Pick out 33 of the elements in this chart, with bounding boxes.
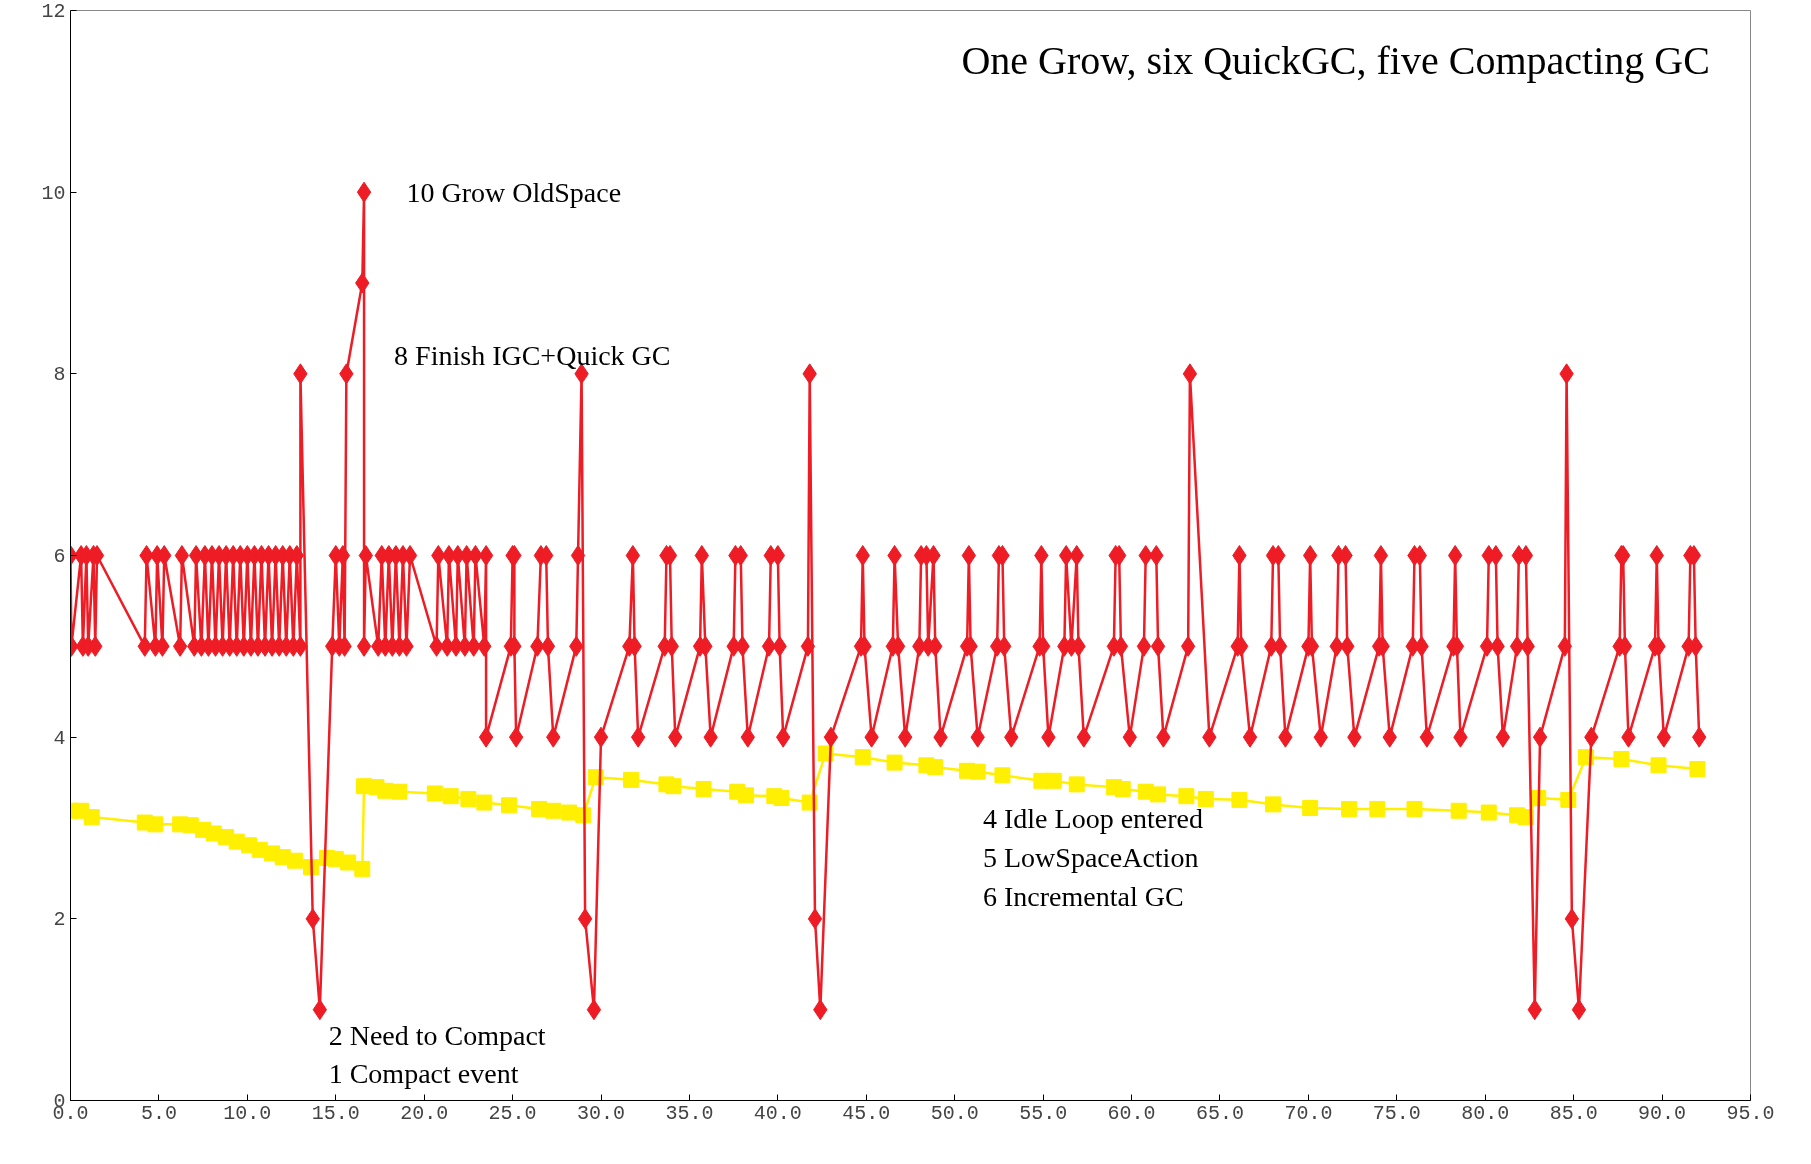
x-tick-label: 45.0 xyxy=(842,1101,891,1125)
y-tick-label: 6 xyxy=(53,545,66,568)
x-tick-label: 85.0 xyxy=(1549,1101,1598,1125)
x-tick-label: 25.0 xyxy=(488,1101,537,1125)
y-tick-label: 2 xyxy=(53,908,66,932)
annotation: 6 Incremental GC xyxy=(983,880,1184,912)
x-tick-label: 50.0 xyxy=(930,1101,979,1125)
annotation: 5 LowSpaceAction xyxy=(983,841,1199,873)
y-tick-label: 10 xyxy=(41,181,66,205)
x-tick-label: 95.0 xyxy=(1726,1101,1775,1125)
annotation: 10 Grow OldSpace xyxy=(406,176,622,208)
y-tick-label: 4 xyxy=(53,726,66,750)
x-tick-label: 75.0 xyxy=(1372,1101,1421,1125)
x-tick-label: 65.0 xyxy=(1195,1101,1244,1125)
x-tick-label: 10.0 xyxy=(223,1101,272,1125)
text: One Grow, six QuickGC, five Compacting GC xyxy=(961,37,1710,83)
x-tick-label: 30.0 xyxy=(577,1101,626,1125)
x-tick-label: 35.0 xyxy=(665,1101,714,1125)
x-tick-label: 5.0 xyxy=(140,1101,177,1125)
annotation: 4 Idle Loop entered xyxy=(983,803,1204,835)
x-tick-label: 70.0 xyxy=(1284,1101,1333,1125)
x-tick-label: 80.0 xyxy=(1461,1101,1510,1125)
y-tick-label: 12 xyxy=(41,0,66,23)
x-tick-label: 90.0 xyxy=(1638,1101,1687,1125)
x-tick-label: 20.0 xyxy=(400,1101,449,1125)
annotation: 8 Finish IGC+Quick GC xyxy=(394,340,671,372)
x-tick-label: 40.0 xyxy=(753,1101,802,1125)
annotation: 2 Need to Compact xyxy=(328,1019,546,1051)
annotation: 1 Compact event xyxy=(328,1057,519,1089)
x-tick-label: 55.0 xyxy=(1019,1101,1068,1125)
x-tick-label: 15.0 xyxy=(311,1101,360,1125)
y-tick-label: 8 xyxy=(53,363,66,387)
x-tick-label: 60.0 xyxy=(1107,1101,1156,1125)
